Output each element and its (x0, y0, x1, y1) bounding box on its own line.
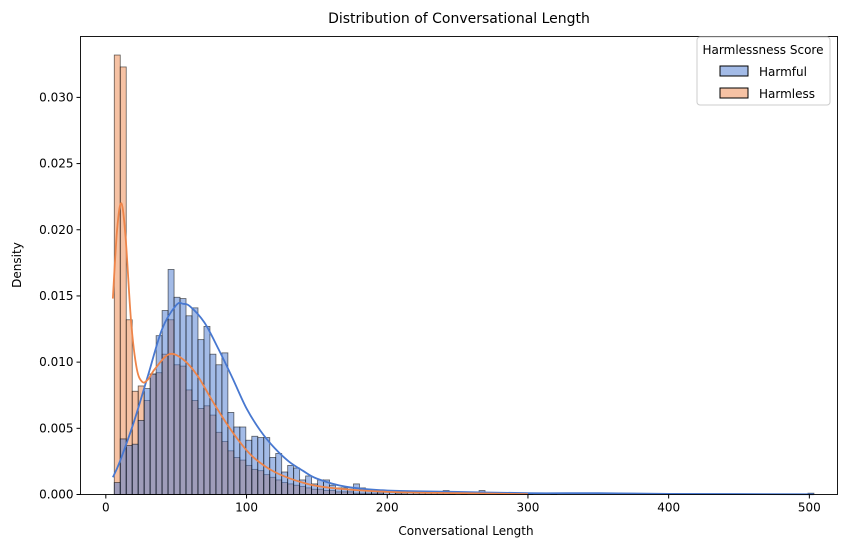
legend-swatch-harmless (719, 87, 749, 99)
bar-harmful (173, 296, 181, 495)
bar-harmful (143, 388, 151, 495)
bar-harmful (179, 298, 187, 495)
legend-label-harmful: Harmful (759, 65, 807, 79)
bar-harmful (167, 269, 175, 495)
y-tick-label: 0.020 (39, 223, 73, 237)
chart-title: Distribution of Conversational Length (328, 11, 590, 27)
harmful-bars (113, 269, 815, 495)
bar-harmful (227, 412, 235, 495)
bar-harmful (257, 437, 265, 495)
x-tick-label: 200 (376, 501, 399, 515)
bar-harmful (239, 426, 247, 495)
y-tick-label: 0.015 (39, 289, 73, 303)
x-tick-label: 100 (235, 501, 258, 515)
x-axis-label: Conversational Length (398, 524, 533, 538)
legend-label-harmless: Harmless (759, 87, 815, 101)
y-tick-label: 0.025 (39, 157, 73, 171)
bar-harmful (269, 457, 277, 495)
x-tick-label: 500 (798, 501, 821, 515)
y-axis-label: Density (10, 242, 24, 288)
bar-harmful (155, 335, 163, 495)
bar-harmful (329, 484, 336, 495)
y-tick-label: 0.030 (39, 90, 73, 104)
bar-harmful (197, 339, 205, 495)
bar-harmful (113, 482, 121, 495)
bar-harmful (245, 439, 253, 495)
bar-harmless (113, 54, 121, 495)
bar-harmful (191, 307, 199, 495)
bar-harmful (137, 419, 145, 495)
legend-swatch-harmful (719, 65, 749, 77)
y-axis: 0.000 0.005 0.010 0.015 0.020 0.025 0.030 (39, 90, 81, 502)
kde-line-harmful (112, 301, 814, 496)
bar-harmless (119, 66, 127, 495)
kde-line-harmless (111, 202, 528, 496)
x-tick-label: 0 (102, 501, 110, 515)
y-tick-label: 0.010 (39, 355, 73, 369)
x-tick-label: 400 (657, 501, 680, 515)
bar-harmful (149, 373, 157, 495)
legend-title: Harmlessness Score (703, 43, 824, 57)
y-tick-label: 0.000 (39, 488, 73, 502)
bar-harmful (215, 364, 223, 495)
plot-frame (80, 36, 838, 495)
legend: Harmlessness Score Harmful Harmless (696, 36, 831, 106)
kde-lines (111, 202, 814, 496)
bar-harmful (161, 310, 169, 495)
bar-harmful (185, 315, 193, 495)
bar-harmful (209, 353, 217, 495)
bar-harmful (125, 445, 133, 495)
y-tick-label: 0.005 (39, 421, 73, 435)
bar-harmful (251, 435, 259, 495)
x-tick-label: 300 (516, 501, 539, 515)
bar-harmful (131, 443, 139, 495)
x-axis: 0 100 200 300 400 500 (102, 494, 821, 515)
bar-harmful (203, 325, 211, 495)
